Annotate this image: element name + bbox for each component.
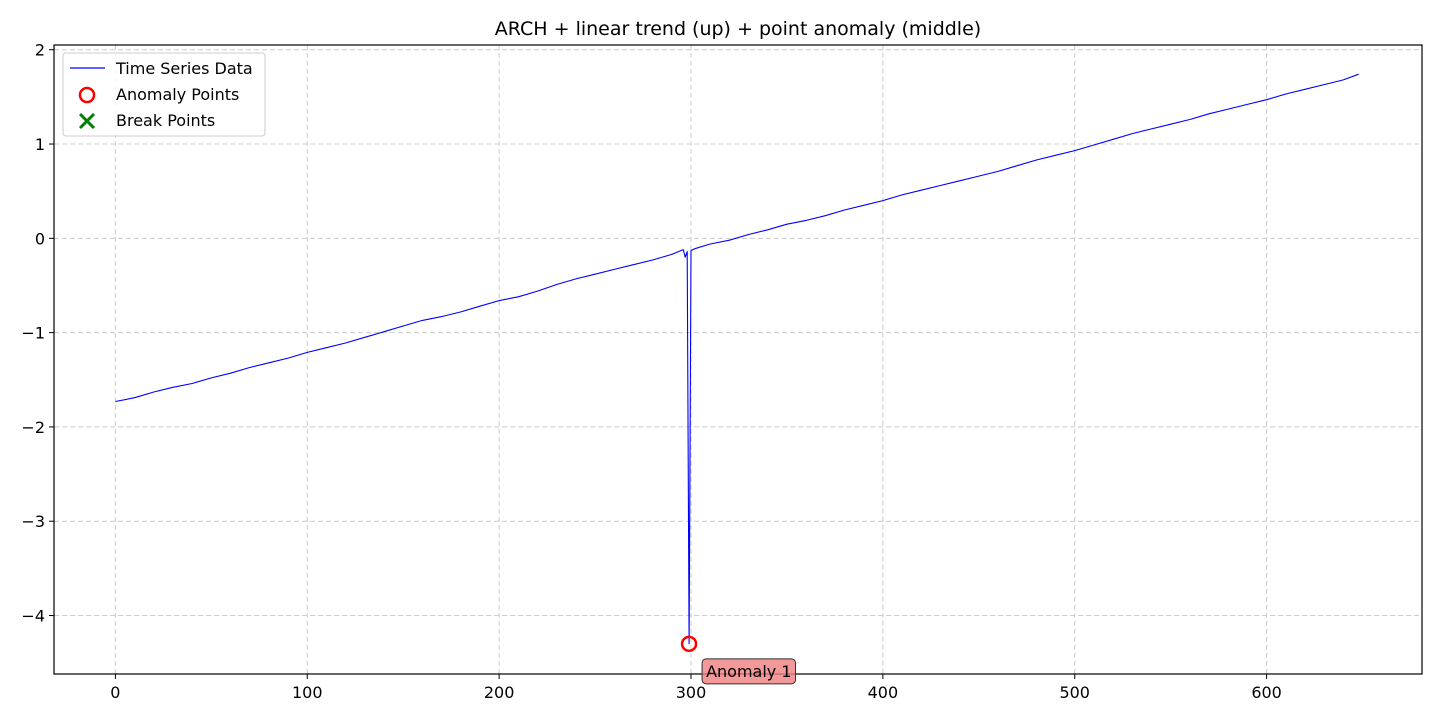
axes: 0 100 200 300 400 500 600 2 1 0 −1 −2 −3 −4 — [21, 41, 1281, 702]
chart-title: ARCH + linear trend (up) + point anomaly… — [495, 18, 981, 40]
plot-area-frame — [53, 44, 1423, 675]
legend-label-break: Break Points — [116, 111, 215, 130]
x-tick-label: 300 — [676, 683, 707, 702]
legend-anomaly-marker — [78, 86, 96, 104]
grid — [54, 45, 1422, 674]
anomaly-point-marker — [680, 635, 698, 653]
legend-box — [62, 52, 266, 137]
y-tick-label: −2 — [21, 418, 45, 437]
marker-layer — [680, 635, 698, 653]
legend-label-series: Time Series Data — [115, 59, 253, 78]
anomaly-annotation-label: Anomaly 1 — [706, 662, 791, 681]
y-tick-label: −4 — [21, 607, 45, 626]
y-tick-label: 0 — [35, 229, 45, 248]
legend-label-anomaly: Anomaly Points — [116, 85, 239, 104]
x-tick-label: 200 — [484, 683, 515, 702]
legend-break-marker — [78, 112, 96, 130]
x-tick-label: 0 — [110, 683, 120, 702]
x-tick-label: 600 — [1251, 683, 1282, 702]
series-line — [115, 73, 1359, 645]
y-tick-label: 2 — [35, 41, 45, 60]
anomaly-annotation: Anomaly 1 — [701, 658, 797, 685]
annotations: Anomaly 1 — [701, 658, 797, 685]
x-tick-label: 400 — [868, 683, 899, 702]
x-tick-label: 500 — [1059, 683, 1090, 702]
legend: Time Series Data Anomaly Points Break Po… — [62, 52, 266, 137]
y-tick-label: −3 — [21, 512, 45, 531]
anomaly-annotation-box — [701, 658, 797, 685]
y-tick-label: −1 — [21, 324, 45, 343]
series-layer — [115, 73, 1359, 645]
x-tick-label: 100 — [292, 683, 323, 702]
y-tick-label: 1 — [35, 135, 45, 154]
